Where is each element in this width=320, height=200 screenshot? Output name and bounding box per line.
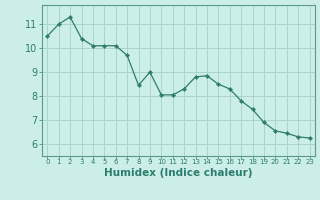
X-axis label: Humidex (Indice chaleur): Humidex (Indice chaleur) — [104, 168, 253, 178]
